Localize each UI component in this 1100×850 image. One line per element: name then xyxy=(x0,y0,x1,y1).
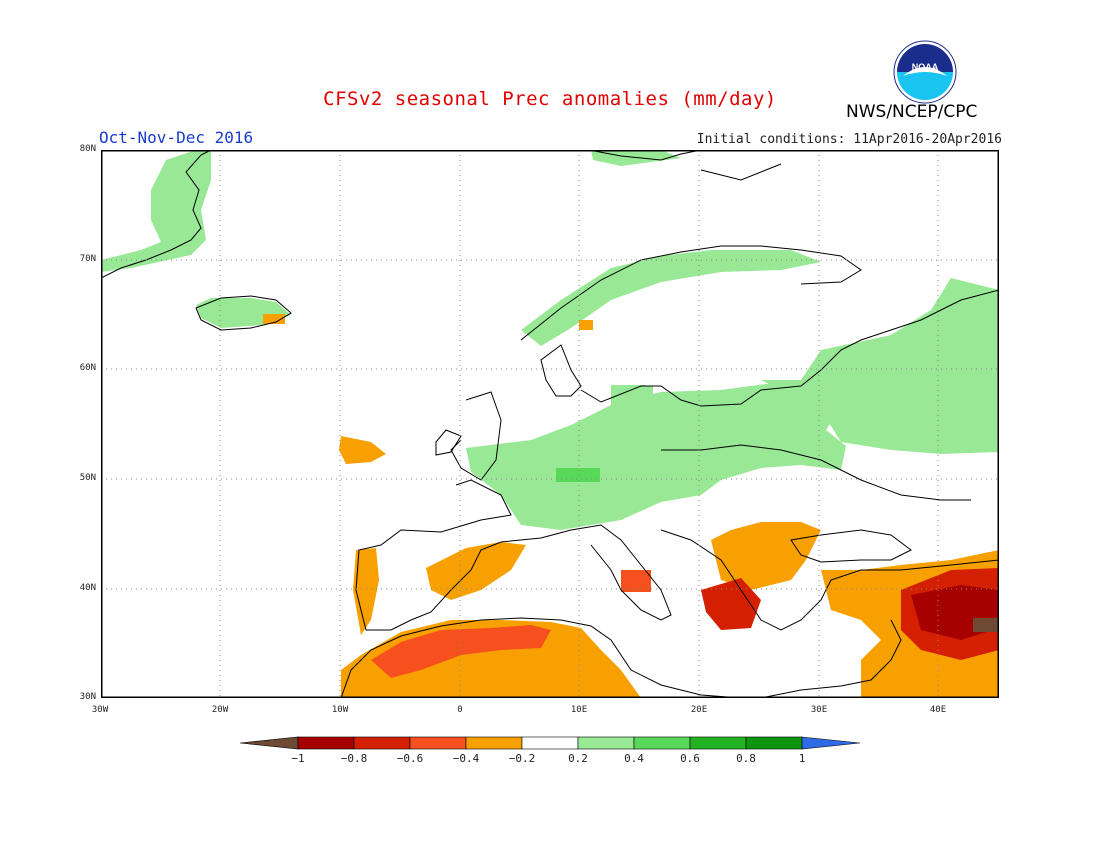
legend-swatch-2 xyxy=(353,736,411,750)
anomaly-norway-orange xyxy=(579,320,593,330)
lat-label-40n: 40N xyxy=(79,583,96,593)
lat-label-50n: 50N xyxy=(79,473,96,483)
anomaly-central-europe-core xyxy=(556,468,600,482)
anomaly-greenland xyxy=(101,150,211,272)
anomaly-sweden-patch xyxy=(611,385,645,405)
lat-label-70n: 70N xyxy=(79,254,96,264)
legend-label-9: 1 xyxy=(798,752,806,765)
anomaly-central-europe xyxy=(466,382,846,530)
noaa-logo-text: NOAA xyxy=(912,62,939,72)
lon-label-10e: 10E xyxy=(570,705,588,715)
legend-label-7: 0.6 xyxy=(680,752,700,765)
lat-label-30n: 30N xyxy=(79,692,96,702)
anomaly-greece-red xyxy=(701,578,761,630)
lon-label-20e: 20E xyxy=(690,705,708,715)
lon-label-40e: 40E xyxy=(929,705,947,715)
anomaly-spain-east xyxy=(426,542,526,600)
anomaly-iberia xyxy=(353,548,379,635)
legend-swatch-4 xyxy=(465,736,523,750)
anomaly-ireland xyxy=(339,436,386,464)
legend-swatch-5 xyxy=(521,736,579,750)
legend-swatch-7 xyxy=(633,736,691,750)
legend-label-4: −0.2 xyxy=(508,752,536,765)
legend-swatch-6 xyxy=(577,736,635,750)
agency-label: NWS/NCEP/CPC xyxy=(846,102,978,122)
color-bar xyxy=(240,736,860,750)
legend-arrow-low xyxy=(240,736,299,750)
legend-swatch-3 xyxy=(409,736,467,750)
lat-label-80n: 80N xyxy=(79,144,96,154)
lon-label-30e: 30E xyxy=(810,705,828,715)
legend-label-3: −0.4 xyxy=(452,752,480,765)
lon-label-30w: 30W xyxy=(91,705,109,715)
legend-swatch-8 xyxy=(689,736,747,750)
legend-label-6: 0.4 xyxy=(624,752,644,765)
precip-anomaly-map xyxy=(101,150,999,698)
lat-label-60n: 60N xyxy=(79,363,96,373)
legend-label-2: −0.6 xyxy=(396,752,424,765)
noaa-logo: NOAA xyxy=(893,40,957,104)
lon-label-20w: 20W xyxy=(211,705,229,715)
map-frame xyxy=(101,150,999,698)
anomaly-iceland-orange xyxy=(263,314,285,324)
initial-conditions-label: Initial conditions: 11Apr2016-20Apr2016 xyxy=(696,132,1002,147)
legend-label-0: −1 xyxy=(291,752,305,765)
anomaly-western-russia xyxy=(761,278,999,454)
chart-title: CFSv2 seasonal Prec anomalies (mm/day) xyxy=(323,88,777,110)
legend-swatch-9 xyxy=(745,736,803,750)
lon-label-0: 0 xyxy=(457,705,463,715)
legend-label-8: 0.8 xyxy=(736,752,756,765)
season-label: Oct-Nov-Dec 2016 xyxy=(99,128,254,147)
legend-swatch-1 xyxy=(297,736,355,750)
legend-arrow-high xyxy=(801,736,860,750)
anomaly-italy-red xyxy=(621,570,651,592)
lon-label-10w: 10W xyxy=(331,705,349,715)
legend-label-1: −0.8 xyxy=(340,752,368,765)
legend-label-5: 0.2 xyxy=(568,752,588,765)
coastlines xyxy=(101,150,999,698)
anomaly-balkans xyxy=(711,522,821,590)
anomaly-iran-brown xyxy=(973,618,999,632)
anomaly-north-africa-red xyxy=(371,625,551,678)
